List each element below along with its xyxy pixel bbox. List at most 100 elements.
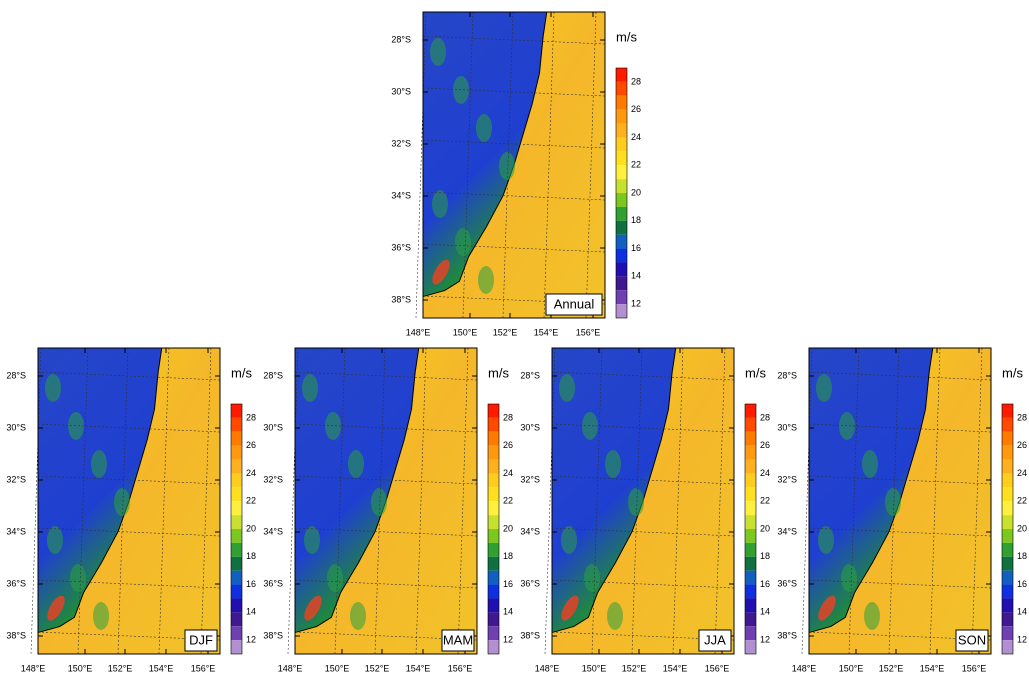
- colorbar-box: [1002, 598, 1013, 613]
- colorbar-label: 22: [1017, 496, 1027, 506]
- terrain-patch: [476, 114, 492, 142]
- terrain-patch: [455, 228, 471, 256]
- colorbar-label: 20: [631, 187, 641, 197]
- lat-label: 38°S: [263, 630, 283, 640]
- lon-label: 152°E: [493, 327, 518, 337]
- colorbar-box: [745, 445, 756, 460]
- colorbar-box: [1002, 404, 1013, 418]
- colorbar-label: 12: [760, 634, 770, 644]
- terrain-patch: [91, 450, 107, 478]
- terrain-patch: [841, 564, 857, 592]
- grid-line: [631, 347, 643, 655]
- colorbar-box: [231, 501, 242, 516]
- grid-line: [502, 11, 514, 319]
- colorbar-label: 18: [760, 551, 770, 561]
- colorbar-box: [231, 487, 242, 502]
- colorbar-label: 20: [246, 523, 256, 533]
- terrain-patch: [93, 602, 109, 630]
- colorbar-label: 16: [1017, 579, 1027, 589]
- lon-label: 150°E: [839, 663, 864, 673]
- grid-line: [158, 347, 170, 655]
- colorbar-box: [745, 515, 756, 529]
- lon-label: 154°E: [406, 663, 431, 673]
- colorbar-label: 26: [503, 440, 513, 450]
- lat-label: 34°S: [520, 526, 540, 536]
- colorbar-label: 14: [631, 271, 641, 281]
- colorbar-box: [1002, 612, 1013, 627]
- lat-label: 30°S: [263, 422, 283, 432]
- colorbar-box: [488, 515, 499, 529]
- lat-label: 34°S: [263, 526, 283, 536]
- terrain-peak: [304, 595, 322, 621]
- lon-label: 154°E: [149, 663, 174, 673]
- lon-label: 150°E: [325, 663, 350, 673]
- map-panel: 28°S 30°S 32°S 34°S 36°S 38°S 148°E 150°E 152°E 1…: [777, 347, 1027, 673]
- colorbar-frame: [1001, 403, 1014, 655]
- colorbar-box: [1002, 473, 1013, 488]
- colorbar-box: [745, 584, 756, 599]
- colorbar-box: [488, 501, 499, 516]
- lon-label: 148°E: [21, 663, 46, 673]
- colorbar-label: 18: [246, 551, 256, 561]
- grid-line: [585, 11, 597, 319]
- lon-label: 148°E: [535, 663, 560, 673]
- colorbar-box: [231, 612, 242, 627]
- terrain-patch: [114, 488, 130, 516]
- terrain-patch: [605, 450, 621, 478]
- terrain-patch: [453, 76, 469, 104]
- colorbar-label: 18: [503, 551, 513, 561]
- grid-line: [374, 347, 386, 655]
- grid-line: [462, 11, 474, 319]
- colorbar-box: [231, 529, 242, 543]
- lon-label: 154°E: [920, 663, 945, 673]
- colorbar-box: [1002, 501, 1013, 516]
- terrain-patch: [430, 38, 446, 66]
- grid-line: [287, 347, 299, 655]
- lon-label: 152°E: [622, 663, 647, 673]
- grid-line: [544, 347, 556, 655]
- colorbar-box: [231, 542, 242, 557]
- colorbar-label: 26: [760, 440, 770, 450]
- colorbar-label: 20: [1017, 523, 1027, 533]
- colorbar-box: [745, 417, 756, 432]
- colorbar-box: [745, 501, 756, 516]
- grid-line: [415, 11, 427, 319]
- lat-label: 32°S: [520, 474, 540, 484]
- lat-label: 32°S: [777, 474, 797, 484]
- colorbar-box: [231, 515, 242, 529]
- panel-label: JJA: [704, 632, 726, 647]
- grid-line: [457, 347, 469, 655]
- colorbar-label: 24: [1017, 468, 1027, 478]
- colorbar-box: [1002, 626, 1013, 641]
- terrain-patch: [47, 526, 63, 554]
- lat-label: 34°S: [391, 190, 411, 200]
- lat-label: 30°S: [6, 422, 26, 432]
- lon-label: 154°E: [663, 663, 688, 673]
- lon-label: 150°E: [68, 663, 93, 673]
- terrain-patch: [304, 526, 320, 554]
- colorbar-box: [616, 137, 627, 152]
- frame: [37, 347, 221, 655]
- colorbar-box: [745, 431, 756, 446]
- terrain-patch: [628, 488, 644, 516]
- panel-label-box: [955, 629, 989, 652]
- colorbar-box: [745, 626, 756, 641]
- colorbar-box: [488, 612, 499, 627]
- terrain-patch: [559, 374, 575, 402]
- colorbar-box: [488, 417, 499, 432]
- lat-label: 36°S: [263, 578, 283, 588]
- colorbar-label: 22: [631, 160, 641, 170]
- colorbar-box: [616, 81, 627, 96]
- panel-label: Annual: [554, 296, 595, 311]
- lat-label: 32°S: [6, 474, 26, 484]
- terrain-peak: [47, 595, 65, 621]
- lon-label: 156°E: [705, 663, 730, 673]
- colorbar-box: [616, 262, 627, 277]
- colorbar-box: [488, 459, 499, 474]
- colorbar-box: [1002, 542, 1013, 557]
- terrain-patch: [582, 412, 598, 440]
- colorbar-label: 22: [246, 496, 256, 506]
- colorbar-box: [616, 151, 627, 166]
- terrain-patch: [325, 412, 341, 440]
